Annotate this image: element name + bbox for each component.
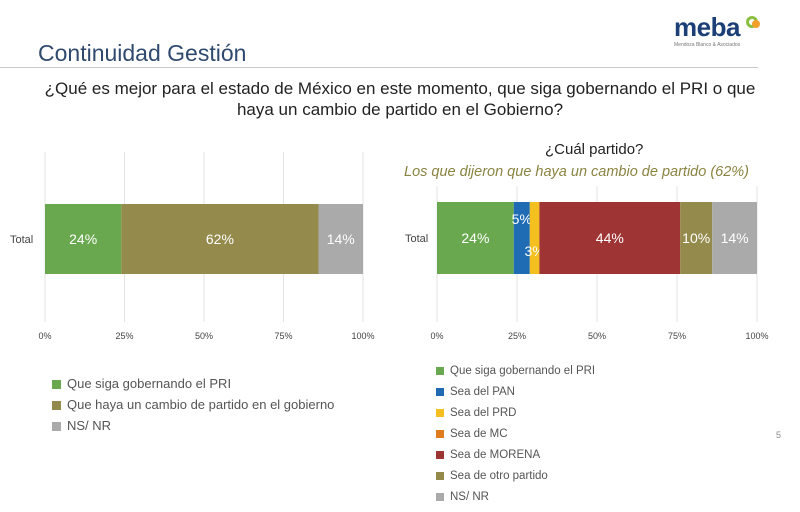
data-label: 24% bbox=[69, 231, 97, 247]
x-tick-label: 25% bbox=[508, 331, 526, 341]
right-chart-subtitle: ¿Cuál partido? bbox=[545, 141, 644, 158]
legend-item: NS/ NR bbox=[436, 491, 611, 512]
x-tick-label: 0% bbox=[430, 331, 443, 341]
data-label: 5% bbox=[512, 211, 532, 227]
legend-swatch bbox=[52, 401, 61, 411]
data-label: 44% bbox=[596, 230, 624, 246]
legend-swatch bbox=[52, 422, 61, 432]
legend-item: Sea de MORENA bbox=[436, 449, 611, 470]
legend-item: Que siga gobernando el PRI bbox=[436, 365, 611, 386]
legend-label: NS/ NR bbox=[67, 418, 112, 433]
meba-logo: meba Mendoza Blanco & Asociados bbox=[674, 12, 774, 52]
page-title: Continuidad Gestión bbox=[38, 40, 247, 66]
title-divider bbox=[0, 67, 758, 68]
x-tick-label: 25% bbox=[115, 331, 133, 341]
legend-swatch bbox=[436, 387, 444, 396]
logo-dot-icon bbox=[752, 20, 760, 28]
right-chart: 0% 25% 50% 75% 100%Total 24%5%3%44% 10% 14% bbox=[405, 186, 769, 341]
legend-swatch bbox=[52, 380, 61, 390]
bar-segment bbox=[513, 202, 530, 274]
legend-swatch bbox=[436, 408, 444, 417]
legend-item: Sea de otro partido bbox=[436, 470, 611, 491]
legend-label: NS/ NR bbox=[450, 491, 489, 503]
data-label: 14% bbox=[327, 231, 355, 247]
data-label: 14% bbox=[721, 230, 749, 246]
x-tick-label: 50% bbox=[588, 331, 606, 341]
bar-segment bbox=[121, 204, 319, 274]
survey-question: ¿Qué es mejor para el estado de México e… bbox=[44, 79, 756, 119]
bar-segment bbox=[437, 202, 514, 274]
legend-label: Que siga gobernando el PRI bbox=[450, 365, 596, 377]
x-tick-label: 75% bbox=[668, 331, 686, 341]
legend-item: Que haya un cambio de partido en el gobi… bbox=[52, 397, 334, 418]
x-tick-label: 100% bbox=[745, 331, 768, 341]
legend-swatch bbox=[436, 471, 444, 480]
legend-label: Sea del PRD bbox=[450, 407, 517, 419]
legend-label: Que haya un cambio de partido en el gobi… bbox=[67, 397, 335, 412]
charts-canvas: 0% 25% 50% 75% 100% Total 24% 62% 14% 0% 25% 50% 75… bbox=[10, 152, 769, 341]
page-number: 5 bbox=[776, 430, 782, 440]
x-tick-label: 50% bbox=[195, 331, 213, 341]
right-legend: Que siga gobernando el PRI Sea del PAN Sea… bbox=[436, 365, 766, 512]
bar-segment bbox=[539, 202, 681, 274]
legend-label: Sea de MORENA bbox=[450, 449, 541, 461]
bar-segment bbox=[45, 204, 122, 274]
legend-label: Sea de otro partido bbox=[450, 470, 548, 482]
logo-text: meba bbox=[674, 12, 740, 42]
left-chart: 0% 25% 50% 75% 100% Total 24% 62% 14% bbox=[10, 152, 375, 341]
legend-label: Sea del PAN bbox=[450, 386, 515, 398]
legend-item: NS/ NR bbox=[52, 418, 334, 439]
legend-swatch bbox=[436, 450, 444, 459]
data-label: 10% bbox=[682, 230, 710, 246]
bar-segment bbox=[529, 202, 540, 274]
legend-swatch bbox=[436, 492, 444, 501]
legend-label: Que siga gobernando el PRI bbox=[67, 376, 232, 391]
legend-item: Sea del PRD bbox=[436, 407, 611, 428]
x-tick-label: 0% bbox=[38, 331, 51, 341]
category-label: Total bbox=[405, 233, 428, 245]
right-chart-note: Los que dijeron que haya un cambio de pa… bbox=[404, 164, 750, 180]
legend-swatch bbox=[436, 429, 444, 438]
bar-segment bbox=[712, 202, 757, 274]
legend-label: Sea de MC bbox=[450, 428, 508, 440]
bar-segment bbox=[318, 204, 363, 274]
legend-item: Sea de MC bbox=[436, 428, 611, 449]
logo-subtitle: Mendoza Blanco & Asociados bbox=[674, 42, 741, 48]
category-label: Total bbox=[10, 234, 33, 246]
data-label: 24% bbox=[461, 230, 489, 246]
legend-item: Que siga gobernando el PRI bbox=[52, 376, 334, 397]
legend-swatch bbox=[436, 366, 444, 375]
left-legend: Que siga gobernando el PRI Que haya un ca… bbox=[52, 376, 334, 439]
legend-item: Sea del PAN bbox=[436, 386, 611, 407]
bar-segment bbox=[680, 202, 713, 274]
data-label: 62% bbox=[206, 231, 234, 247]
x-tick-label: 75% bbox=[274, 331, 292, 341]
x-tick-label: 100% bbox=[351, 331, 374, 341]
